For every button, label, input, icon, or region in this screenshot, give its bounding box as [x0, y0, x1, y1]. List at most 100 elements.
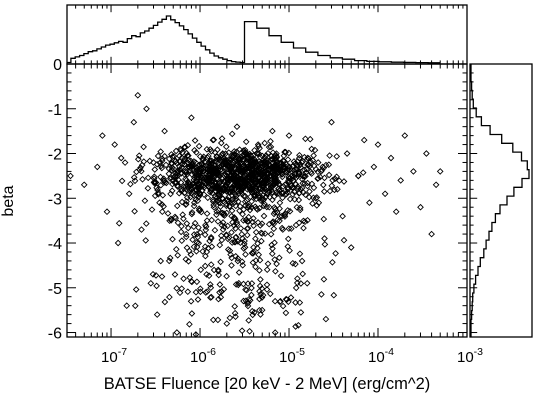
data-point	[250, 244, 257, 251]
data-point	[258, 170, 266, 178]
data-point	[255, 142, 262, 150]
data-point	[276, 217, 283, 225]
data-point	[217, 258, 224, 266]
data-point	[271, 256, 279, 263]
data-point	[147, 279, 155, 287]
data-point	[284, 156, 292, 163]
data-point	[183, 198, 190, 205]
data-point	[134, 155, 142, 163]
data-point	[184, 224, 192, 232]
data-point	[289, 190, 297, 198]
data-point	[292, 180, 300, 188]
data-point	[251, 146, 258, 154]
data-point	[118, 177, 126, 185]
data-point	[315, 199, 323, 207]
data-point	[252, 257, 260, 264]
data-point	[133, 168, 140, 176]
data-point	[205, 272, 213, 280]
data-point	[224, 222, 232, 230]
data-point	[194, 296, 202, 303]
data-point	[243, 216, 250, 224]
data-point	[131, 177, 139, 185]
data-point	[209, 189, 216, 197]
data-point	[204, 166, 211, 173]
data-point	[293, 203, 301, 211]
data-point	[326, 152, 333, 159]
data-point	[215, 182, 223, 190]
data-point	[148, 206, 156, 213]
data-point	[232, 234, 239, 241]
data-point	[253, 190, 261, 198]
data-point	[138, 161, 146, 169]
data-point	[182, 233, 190, 241]
data-point	[173, 202, 181, 210]
data-point	[269, 127, 276, 135]
data-point	[275, 185, 283, 192]
data-point	[179, 211, 187, 219]
data-point	[142, 220, 150, 227]
data-point	[320, 188, 328, 195]
data-point	[154, 186, 161, 194]
data-point	[233, 123, 241, 131]
y-tick-label: 0	[53, 57, 62, 74]
data-point	[157, 257, 165, 265]
data-point	[267, 143, 275, 151]
data-point	[397, 177, 405, 184]
data-point	[283, 296, 291, 303]
data-point	[275, 254, 283, 262]
data-point	[258, 179, 266, 187]
data-point	[284, 207, 292, 214]
data-point	[268, 250, 276, 258]
top-histogram-ticks	[75, 5, 468, 64]
data-point	[191, 137, 199, 144]
data-point	[198, 161, 205, 168]
data-point	[325, 171, 333, 179]
data-point	[80, 181, 88, 189]
data-point	[370, 163, 378, 171]
data-point	[242, 138, 250, 146]
data-point	[258, 237, 265, 245]
data-point	[381, 190, 389, 198]
data-point	[255, 191, 263, 199]
data-point	[231, 303, 239, 310]
x-axis-tick-labels: 10-7 10-6 10-5 10-4 10-3	[101, 346, 483, 366]
data-point	[218, 288, 225, 295]
data-point	[189, 160, 197, 168]
data-point	[177, 146, 185, 154]
data-point	[230, 171, 238, 178]
data-point	[243, 231, 251, 239]
data-point	[293, 279, 301, 287]
data-point	[230, 176, 237, 184]
data-point	[216, 289, 223, 296]
data-point	[291, 196, 299, 203]
data-point	[125, 190, 133, 198]
data-point	[230, 148, 238, 155]
data-point	[250, 215, 257, 222]
data-point	[254, 206, 261, 213]
data-point	[204, 194, 212, 202]
data-point	[423, 150, 430, 157]
data-point	[321, 241, 329, 248]
data-point	[258, 306, 266, 314]
data-point	[276, 205, 283, 212]
data-point	[239, 261, 247, 269]
data-point	[267, 137, 274, 145]
data-point	[201, 262, 209, 270]
data-point	[276, 213, 284, 220]
data-point	[164, 210, 172, 217]
data-point	[131, 207, 138, 215]
data-point	[296, 250, 304, 258]
data-point	[237, 239, 244, 247]
data-point	[392, 208, 400, 216]
data-point	[330, 291, 338, 299]
data-point	[140, 143, 147, 151]
data-point	[191, 219, 199, 227]
data-point	[307, 168, 315, 176]
data-point	[428, 230, 435, 238]
data-point	[261, 185, 269, 193]
data-point	[201, 243, 209, 250]
data-point	[235, 269, 243, 276]
data-point	[127, 180, 134, 188]
data-point	[314, 174, 322, 182]
data-point	[251, 156, 259, 164]
